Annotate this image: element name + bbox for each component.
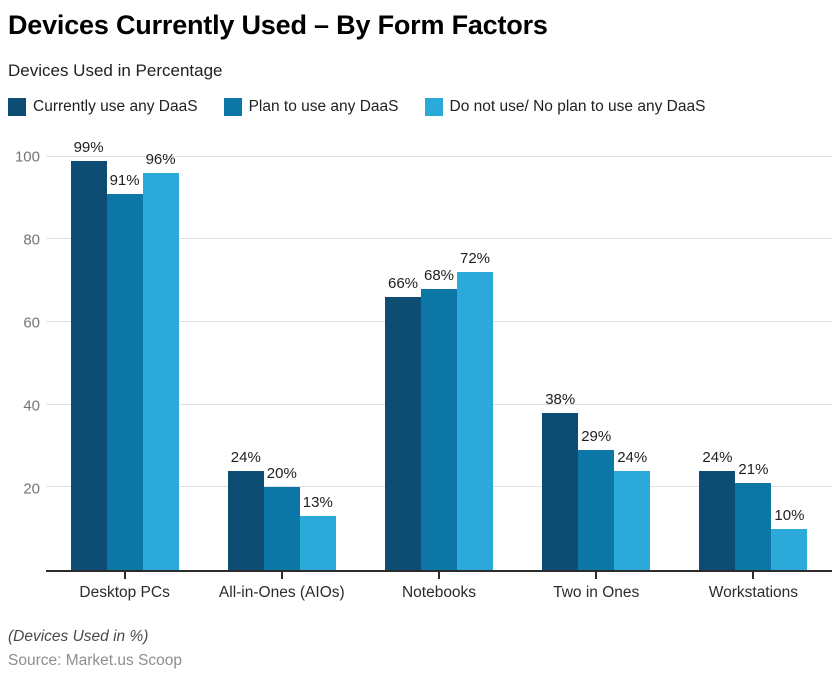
y-tick-label-80: 80: [23, 231, 40, 249]
bar-group-1: 99% 91% 96%: [46, 136, 203, 570]
legend-swatch-icon: [8, 98, 26, 116]
bar-groups: 99% 91% 96% 24% 20% 13% 66% 68% 72% 38% 29% 24% 24% 2…: [46, 136, 832, 570]
x-label-5: Workstations: [708, 584, 799, 601]
bar-2-2: 20%: [263, 465, 300, 570]
bar-fill: [385, 297, 421, 570]
bar-fill: [142, 173, 179, 570]
gridline-80: [46, 238, 832, 240]
bar-4-1: 38%: [542, 391, 579, 570]
bar-value-label: 24%: [702, 448, 733, 466]
bar-2-3: 13%: [299, 494, 336, 570]
bar-fill: [457, 272, 493, 570]
bar-5-3: 10%: [771, 507, 808, 570]
bar-fill: [614, 470, 651, 570]
bar-value-label: 91%: [109, 171, 140, 189]
bar-group-5: 24% 21% 10%: [675, 136, 832, 570]
legend-swatch-icon: [424, 98, 443, 116]
legend-label: Currently use any DaaS: [33, 98, 198, 115]
bar-1-3: 96%: [142, 151, 179, 570]
legend-item-1: Currently use any DaaS: [8, 98, 198, 116]
x-label-3: Notebooks: [401, 584, 477, 601]
bar-fill: [542, 412, 579, 570]
bar-1-2: 91%: [106, 172, 143, 570]
chart-subtitle: Devices Used in Percentage: [8, 61, 223, 80]
bar-fill: [227, 470, 264, 570]
bar-3-3: 72%: [457, 250, 493, 570]
bar-2-1: 24%: [227, 449, 264, 570]
bar-value-label: 66%: [387, 275, 419, 293]
x-axis-ticks: [46, 572, 832, 580]
bar-fill: [106, 193, 143, 570]
bar-value-label: 20%: [266, 465, 297, 483]
bar-value-label: 13%: [302, 494, 333, 512]
y-tick-label-60: 60: [23, 314, 40, 332]
legend-item-2: Plan to use any DaaS: [223, 98, 399, 116]
bar-value-label: 29%: [581, 428, 612, 446]
x-axis-labels: Desktop PCs All-in-Ones (AIOs) Notebooks Tw…: [46, 584, 832, 602]
chart-footnote: (Devices Used in %): [8, 628, 149, 645]
legend-item-3: Do not use/ No plan to use any DaaS: [424, 98, 706, 116]
bar-3-1: 66%: [385, 275, 421, 570]
bar-fill: [421, 288, 457, 570]
legend: Currently use any DaaS Plan to use any Da…: [8, 98, 832, 116]
bar-3-2: 68%: [421, 267, 457, 570]
x-tick-5: [752, 572, 755, 579]
bar-value-label: 38%: [545, 390, 576, 408]
bar-fill: [699, 470, 736, 570]
bar-value-label: 24%: [617, 448, 648, 466]
bar-value-label: 21%: [738, 461, 769, 479]
x-tick-2: [280, 572, 283, 579]
bar-5-1: 24%: [699, 449, 736, 570]
bar-1-1: 99%: [70, 139, 107, 570]
chart-card: Devices Currently Used – By Form Factors…: [8, 10, 832, 669]
chart-area: 20 40 60 80 100 99% 91% 96% 24% 20% 13% 66% 68% 72% 3…: [8, 136, 832, 572]
legend-label: Do not use/ No plan to use any DaaS: [449, 98, 706, 115]
bar-value-label: 10%: [774, 506, 805, 524]
bar-fill: [299, 516, 336, 570]
bar-value-label: 96%: [145, 151, 176, 169]
x-tick-3: [438, 572, 440, 579]
chart-title: Devices Currently Used – By Form Factors: [8, 10, 548, 40]
bar-4-2: 29%: [578, 428, 615, 570]
bar-4-3: 24%: [614, 449, 651, 570]
legend-label: Plan to use any DaaS: [248, 98, 399, 115]
bar-fill: [263, 487, 300, 570]
x-tick-4: [595, 572, 598, 579]
plot-area: 99% 91% 96% 24% 20% 13% 66% 68% 72% 38% 29% 24% 24% 2…: [46, 136, 832, 572]
bar-fill: [735, 483, 772, 570]
bar-value-label: 99%: [73, 138, 104, 156]
y-tick-label-20: 20: [23, 480, 40, 498]
y-axis: 20 40 60 80 100: [8, 136, 46, 572]
bar-fill: [771, 528, 808, 570]
legend-swatch-icon: [223, 98, 242, 116]
y-tick-label-40: 40: [23, 397, 40, 415]
bar-value-label: 24%: [230, 448, 261, 466]
bar-5-2: 21%: [735, 461, 772, 570]
bar-group-2: 24% 20% 13%: [203, 136, 360, 570]
source-credit: Source: Market.us Scoop: [8, 652, 183, 669]
x-label-4: Two in Ones: [553, 584, 640, 601]
x-label-1: Desktop PCs: [79, 584, 170, 601]
gridline-100: [46, 155, 832, 157]
bar-fill: [578, 450, 615, 570]
bar-group-4: 38% 29% 24%: [518, 136, 675, 570]
bar-group-3: 66% 68% 72%: [360, 136, 517, 570]
bar-value-label: 68%: [423, 266, 455, 284]
x-tick-1: [123, 572, 126, 579]
y-tick-label-100: 100: [14, 148, 40, 166]
bar-fill: [70, 160, 107, 570]
x-label-2: All-in-Ones (AIOs): [218, 584, 345, 601]
bar-value-label: 72%: [459, 250, 491, 268]
